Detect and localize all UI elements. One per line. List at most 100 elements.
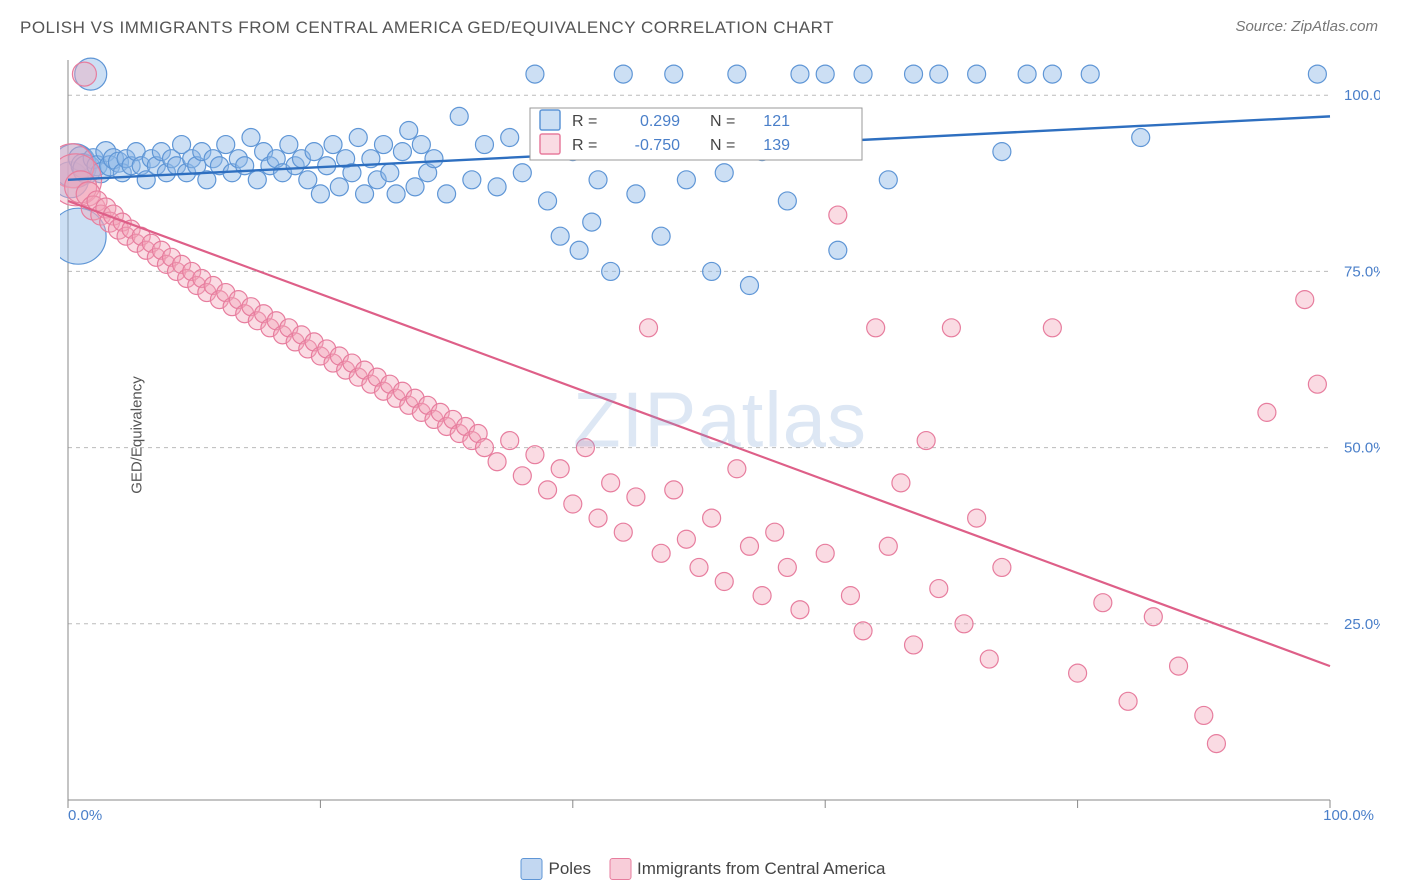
bottom-legend: Poles Immigrants from Central America (521, 858, 886, 880)
data-point (488, 178, 506, 196)
x-axis-start-label: 0.0% (68, 807, 102, 820)
data-point (879, 537, 897, 555)
data-point (450, 107, 468, 125)
data-point (614, 523, 632, 541)
trend-line (68, 201, 1330, 666)
data-point (892, 474, 910, 492)
legend-swatch (540, 134, 560, 154)
data-point (728, 65, 746, 83)
data-point (356, 185, 374, 203)
data-point (311, 185, 329, 203)
data-point (412, 136, 430, 154)
data-point (690, 558, 708, 576)
legend-r-label: R = (572, 113, 597, 130)
data-point (602, 262, 620, 280)
data-point (589, 171, 607, 189)
legend-r-value: -0.750 (635, 137, 680, 154)
data-point (1069, 664, 1087, 682)
legend-swatch (609, 858, 631, 880)
data-point (841, 587, 859, 605)
data-point (715, 164, 733, 182)
legend-n-label: N = (710, 137, 735, 154)
data-point (406, 178, 424, 196)
data-point (1081, 65, 1099, 83)
data-point (324, 136, 342, 154)
data-point (829, 206, 847, 224)
data-point (728, 460, 746, 478)
data-point (217, 136, 235, 154)
data-point (930, 65, 948, 83)
data-point (513, 164, 531, 182)
data-point (1170, 657, 1188, 675)
data-point (589, 509, 607, 527)
data-point (627, 185, 645, 203)
data-point (381, 164, 399, 182)
data-point (564, 495, 582, 513)
data-point (1043, 65, 1061, 83)
data-point (917, 432, 935, 450)
data-point (955, 615, 973, 633)
legend-item: Immigrants from Central America (609, 858, 885, 880)
data-point (387, 185, 405, 203)
data-point (993, 558, 1011, 576)
data-point (330, 178, 348, 196)
data-point (980, 650, 998, 668)
data-point (791, 65, 809, 83)
data-point (375, 136, 393, 154)
data-point (614, 65, 632, 83)
legend-label: Poles (549, 859, 592, 878)
data-point (778, 558, 796, 576)
data-point (791, 601, 809, 619)
data-point (1258, 403, 1276, 421)
data-point (393, 143, 411, 161)
y-tick-label: 50.0% (1344, 440, 1380, 457)
data-point (583, 213, 601, 231)
data-point (942, 319, 960, 337)
legend-swatch (540, 110, 560, 130)
data-point (1195, 706, 1213, 724)
data-point (539, 481, 557, 499)
data-point (1094, 594, 1112, 612)
data-point (829, 241, 847, 259)
legend-n-label: N = (710, 113, 735, 130)
legend-r-label: R = (572, 137, 597, 154)
legend-n-value: 121 (763, 113, 790, 130)
data-point (703, 509, 721, 527)
data-point (753, 587, 771, 605)
data-point (1296, 291, 1314, 309)
data-point (1144, 608, 1162, 626)
data-point (72, 62, 96, 86)
data-point (475, 439, 493, 457)
data-point (501, 129, 519, 147)
chart-svg: 25.0%50.0%75.0%100.0%0.0%100.0%R =0.299N… (60, 50, 1380, 820)
data-point (816, 544, 834, 562)
data-point (652, 227, 670, 245)
data-point (652, 544, 670, 562)
data-point (1018, 65, 1036, 83)
data-point (677, 530, 695, 548)
data-point (513, 467, 531, 485)
x-axis-end-label: 100.0% (1323, 807, 1374, 820)
data-point (280, 136, 298, 154)
data-point (854, 65, 872, 83)
data-point (905, 65, 923, 83)
data-point (993, 143, 1011, 161)
data-point (425, 150, 443, 168)
data-point (677, 171, 695, 189)
data-point (475, 136, 493, 154)
data-point (867, 319, 885, 337)
data-point (968, 65, 986, 83)
data-point (299, 171, 317, 189)
data-point (740, 277, 758, 295)
data-point (640, 319, 658, 337)
data-point (305, 143, 323, 161)
data-point (488, 453, 506, 471)
data-point (602, 474, 620, 492)
chart-title: POLISH VS IMMIGRANTS FROM CENTRAL AMERIC… (20, 18, 834, 38)
data-point (703, 262, 721, 280)
data-point (1308, 375, 1326, 393)
y-tick-label: 25.0% (1344, 616, 1380, 633)
data-point (551, 460, 569, 478)
data-point (879, 171, 897, 189)
data-point (551, 227, 569, 245)
